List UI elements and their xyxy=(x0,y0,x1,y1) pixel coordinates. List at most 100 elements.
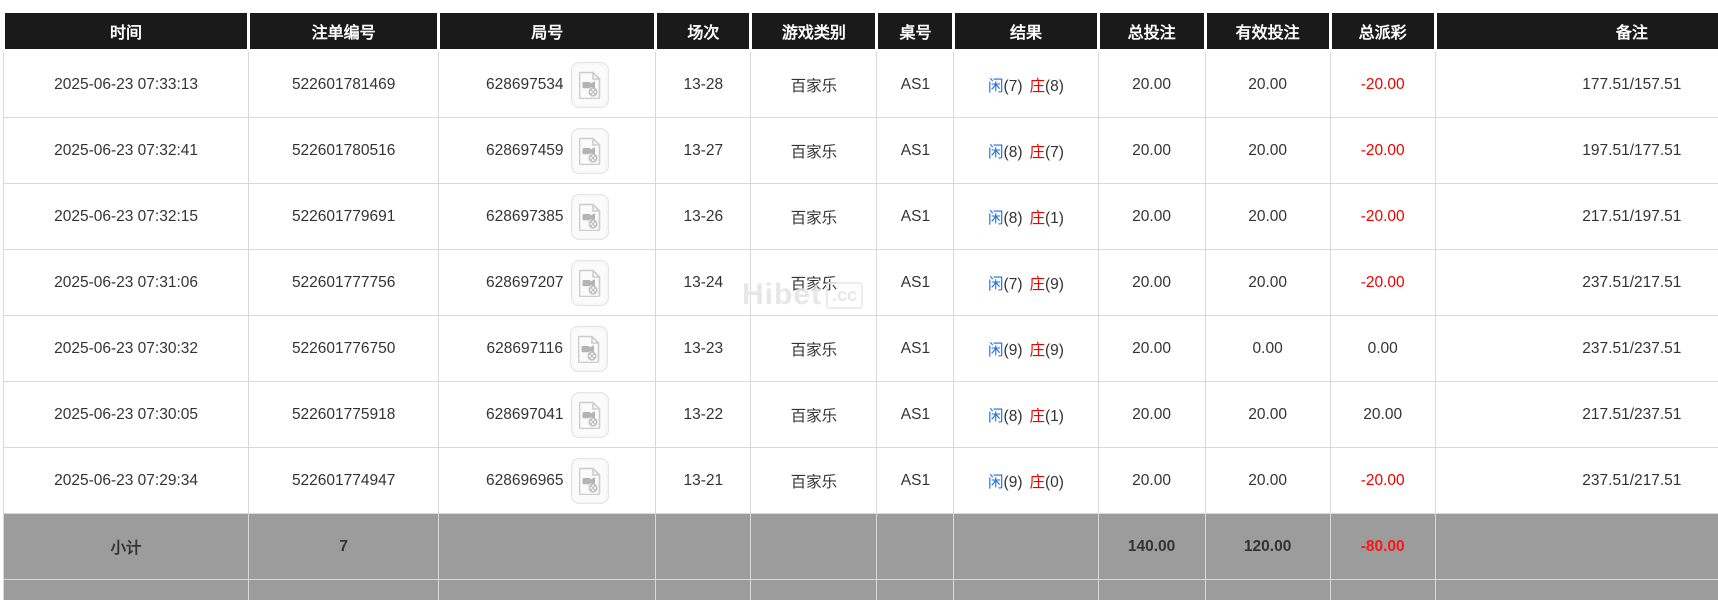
summary-valid-bet: 120.00 xyxy=(1204,513,1331,580)
cell-payout: -20.00 xyxy=(1329,117,1436,184)
video-replay-button[interactable] xyxy=(570,259,609,306)
cell-total-bet: 20.00 xyxy=(1097,183,1206,250)
result-banker: 庄(9) xyxy=(1029,275,1064,293)
video-file-icon xyxy=(578,137,600,165)
cell-session: 13-23 xyxy=(655,315,752,382)
cell-bet-id: 522601779691 xyxy=(248,183,440,250)
result-banker: 庄(1) xyxy=(1029,209,1064,227)
video-file-icon xyxy=(578,71,600,99)
cell-table-no: AS1 xyxy=(876,249,955,316)
table-row: 2025-06-23 07:32:41 522601780516 6286974… xyxy=(2,117,1718,184)
result-player: 闲(8) xyxy=(988,143,1023,161)
summary-label: 小计 xyxy=(2,513,250,580)
cell-valid-bet: 20.00 xyxy=(1204,381,1331,448)
cell-remark: 177.51/157.51 xyxy=(1434,50,1718,118)
cell-payout: -20.00 xyxy=(1329,249,1436,316)
table-row: 2025-06-23 07:30:05 522601775918 6286970… xyxy=(2,381,1718,448)
cell-valid-bet: 20.00 xyxy=(1204,183,1331,250)
cell-time: 2025-06-23 07:31:06 xyxy=(2,249,250,316)
cell-time: 2025-06-23 07:30:32 xyxy=(2,315,250,382)
summary-empty-table xyxy=(876,513,955,580)
bet-records-table: 时间 注单编号 局号 场次 游戏类别 桌号 结果 总投注 有效投注 总派彩 备注… xyxy=(1,10,1718,600)
col-header-session: 场次 xyxy=(654,10,753,52)
cell-session: 13-26 xyxy=(655,183,752,250)
summary-total-bet: 140.00 xyxy=(1097,513,1206,580)
cell-remark: 217.51/237.51 xyxy=(1434,381,1718,448)
cell-result: 闲(7) 庄(9) xyxy=(953,249,1099,316)
result-banker: 庄(1) xyxy=(1029,407,1064,425)
cell-payout: -20.00 xyxy=(1329,183,1436,250)
video-replay-button[interactable] xyxy=(570,127,609,174)
result-player: 闲(9) xyxy=(988,473,1023,491)
cell-valid-bet: 20.00 xyxy=(1204,447,1331,514)
result-player: 闲(8) xyxy=(988,209,1023,227)
cell-session: 13-28 xyxy=(655,50,752,118)
video-replay-button[interactable] xyxy=(570,61,609,108)
video-replay-button[interactable] xyxy=(570,457,609,504)
cell-payout: -20.00 xyxy=(1329,50,1436,118)
table-row: 2025-06-23 07:32:15 522601779691 6286973… xyxy=(2,183,1718,250)
cell-round-no: 628697385 xyxy=(438,183,657,250)
summary-empty-game xyxy=(750,579,878,600)
summary-empty-game xyxy=(750,513,878,580)
col-header-round-no: 局号 xyxy=(437,10,658,52)
cell-session: 13-27 xyxy=(655,117,752,184)
col-header-time: 时间 xyxy=(1,10,251,52)
cell-bet-id: 522601775918 xyxy=(248,381,440,448)
col-header-valid-bet: 有效投注 xyxy=(1203,10,1332,52)
cell-time: 2025-06-23 07:32:15 xyxy=(2,183,250,250)
cell-remark: 197.51/177.51 xyxy=(1434,117,1718,184)
cell-time: 2025-06-23 07:30:05 xyxy=(2,381,250,448)
cell-round-no: 628697534 xyxy=(438,50,657,118)
summary-empty-table xyxy=(876,579,955,600)
result-player: 闲(7) xyxy=(988,275,1023,293)
col-header-game-type: 游戏类别 xyxy=(749,10,879,52)
cell-session: 13-22 xyxy=(655,381,752,448)
result-player: 闲(9) xyxy=(988,341,1023,359)
cell-game-type: 百家乐 xyxy=(750,381,878,448)
cell-game-type: 百家乐 xyxy=(750,315,878,382)
subtotal-row: 小计 7 140.00 120.00 -80.00 xyxy=(2,513,1718,580)
cell-valid-bet: 20.00 xyxy=(1204,249,1331,316)
video-file-icon xyxy=(577,335,600,363)
summary-empty-remark xyxy=(1434,513,1718,580)
summary-empty-session xyxy=(655,579,752,600)
cell-total-bet: 20.00 xyxy=(1097,447,1206,514)
cell-valid-bet: 0.00 xyxy=(1204,315,1331,382)
summary-empty-remark xyxy=(1434,579,1718,600)
result-player: 闲(7) xyxy=(988,77,1023,95)
cell-game-type: 百家乐 xyxy=(750,50,878,118)
col-header-payout: 总派彩 xyxy=(1328,10,1437,52)
round-no-text: 628697041 xyxy=(485,405,564,423)
cell-game-type: 百家乐 xyxy=(750,249,878,316)
cell-round-no: 628697041 xyxy=(438,381,657,448)
table-row: 2025-06-23 07:31:06 522601777756 6286972… xyxy=(2,249,1718,316)
cell-result: 闲(9) 庄(9) xyxy=(953,315,1099,382)
round-no-text: 628697385 xyxy=(485,207,564,225)
cell-game-type: 百家乐 xyxy=(750,447,878,514)
cell-bet-id: 522601774947 xyxy=(248,447,440,514)
cell-session: 13-24 xyxy=(655,249,752,316)
video-replay-button[interactable] xyxy=(570,391,609,438)
round-no-text: 628697459 xyxy=(485,141,564,159)
summary-label: 总计 xyxy=(2,579,250,600)
cell-table-no: AS1 xyxy=(876,50,955,118)
cell-round-no: 628697459 xyxy=(438,117,657,184)
video-replay-button[interactable] xyxy=(570,193,609,240)
cell-payout: 0.00 xyxy=(1329,315,1436,382)
cell-round-no: 628696965 xyxy=(438,447,657,514)
cell-remark: 237.51/237.51 xyxy=(1434,315,1718,382)
cell-total-bet: 20.00 xyxy=(1097,315,1206,382)
cell-remark: 237.51/217.51 xyxy=(1434,447,1718,514)
cell-bet-id: 522601780516 xyxy=(248,117,440,184)
video-file-icon xyxy=(578,467,600,495)
cell-session: 13-21 xyxy=(655,447,752,514)
cell-total-bet: 20.00 xyxy=(1097,249,1206,316)
summary-count: 7 xyxy=(248,513,440,580)
summary-valid-bet: 120.00 xyxy=(1204,579,1331,600)
cell-round-no: 628697207 xyxy=(438,249,657,316)
summary-empty-result xyxy=(953,513,1099,580)
col-header-table-no: 桌号 xyxy=(875,10,956,52)
video-replay-button[interactable] xyxy=(569,325,608,372)
summary-empty-round xyxy=(438,579,657,600)
